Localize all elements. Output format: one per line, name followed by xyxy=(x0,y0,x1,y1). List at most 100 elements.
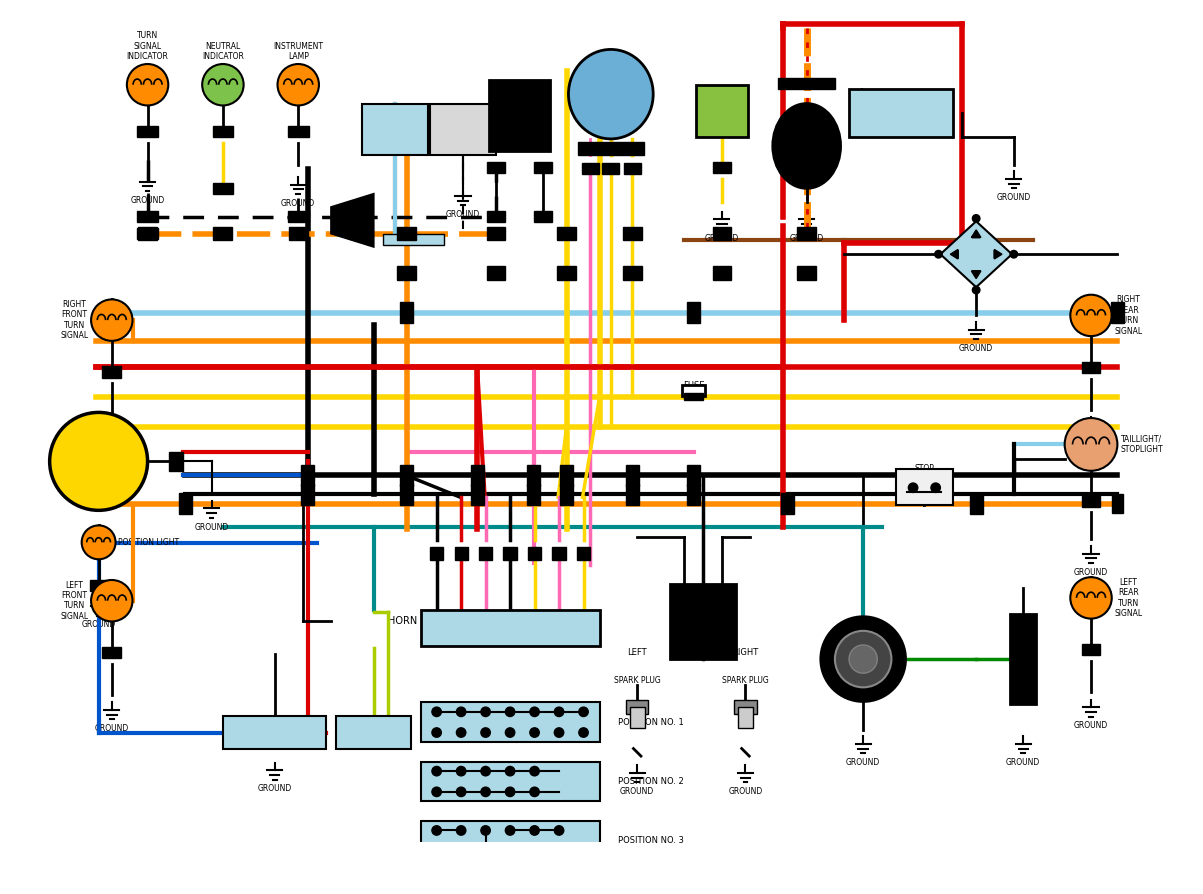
Text: GROUND: GROUND xyxy=(282,198,315,207)
Circle shape xyxy=(505,707,515,716)
Text: ALTERNATOR: ALTERNATOR xyxy=(576,89,646,99)
Bar xyxy=(737,707,753,728)
Text: DIMMER
SWITCH: DIMMER SWITCH xyxy=(259,723,290,742)
Text: GROUND: GROUND xyxy=(705,233,739,242)
Text: HEAD
LIGHT: HEAD LIGHT xyxy=(82,451,115,472)
Text: LEFT
FRONT
TURN
SIGNAL: LEFT FRONT TURN SIGNAL xyxy=(60,580,88,620)
Bar xyxy=(626,465,639,485)
Bar xyxy=(559,465,573,485)
Circle shape xyxy=(529,787,539,797)
Bar xyxy=(1112,303,1124,322)
Text: GROUND: GROUND xyxy=(846,758,881,767)
Bar xyxy=(712,227,731,240)
Bar xyxy=(504,547,516,561)
FancyArrow shape xyxy=(950,249,959,259)
Bar xyxy=(685,392,703,401)
Text: GROUND: GROUND xyxy=(1074,721,1108,730)
Ellipse shape xyxy=(772,104,841,189)
Text: HORN
SWITCH: HORN SWITCH xyxy=(363,723,393,742)
Text: +: + xyxy=(854,85,869,103)
Bar xyxy=(527,484,540,505)
Text: IG: IG xyxy=(482,643,488,648)
Text: BAT: BAT xyxy=(553,643,564,648)
FancyArrow shape xyxy=(972,230,980,238)
Bar xyxy=(687,484,700,505)
Bar xyxy=(455,547,468,561)
Text: GROUND: GROUND xyxy=(728,787,763,797)
Bar xyxy=(1081,644,1101,655)
Circle shape xyxy=(456,707,466,716)
Bar xyxy=(486,211,505,223)
Circle shape xyxy=(481,826,491,835)
Bar xyxy=(687,302,700,323)
Bar xyxy=(557,266,576,280)
Bar xyxy=(179,493,191,514)
Circle shape xyxy=(835,631,891,687)
Circle shape xyxy=(1011,250,1018,258)
Text: GROUND: GROUND xyxy=(789,233,824,242)
Circle shape xyxy=(126,64,168,105)
Text: LEFT: LEFT xyxy=(628,648,647,657)
Circle shape xyxy=(456,847,466,856)
Ellipse shape xyxy=(569,49,653,139)
Bar xyxy=(90,580,107,591)
Circle shape xyxy=(505,847,515,856)
Text: TURN
SIGNAL
RELAY: TURN SIGNAL RELAY xyxy=(505,98,534,128)
Bar xyxy=(712,266,731,280)
Bar xyxy=(581,163,599,174)
Bar xyxy=(399,302,413,323)
Circle shape xyxy=(432,787,442,797)
Bar xyxy=(421,881,599,894)
Text: IGNITION
COIL: IGNITION COIL xyxy=(682,611,724,631)
Circle shape xyxy=(91,580,132,621)
Text: HN: HN xyxy=(457,643,466,648)
Bar xyxy=(486,162,505,173)
Bar xyxy=(527,465,540,485)
Text: INSTRUMENT
LAMP: INSTRUMENT LAMP xyxy=(273,42,324,61)
Bar xyxy=(712,162,731,173)
Circle shape xyxy=(432,826,442,835)
Text: SE: SE xyxy=(580,643,587,648)
Circle shape xyxy=(505,728,515,738)
Text: RELAY: RELAY xyxy=(792,108,822,117)
Text: IGNITION
SWITCH: IGNITION SWITCH xyxy=(451,620,493,638)
Bar xyxy=(1011,614,1037,704)
Bar xyxy=(102,367,122,377)
Bar xyxy=(626,484,639,505)
Circle shape xyxy=(820,617,906,702)
Text: STARTER: STARTER xyxy=(790,132,824,141)
Bar xyxy=(301,484,314,505)
Bar xyxy=(577,547,591,561)
Text: BATTERY: BATTERY xyxy=(869,108,924,118)
Text: GROUND: GROUND xyxy=(95,724,129,733)
Text: TIL: TIL xyxy=(506,643,514,648)
Polygon shape xyxy=(331,194,374,247)
Circle shape xyxy=(972,286,980,294)
Bar xyxy=(421,703,599,742)
Bar xyxy=(486,266,505,280)
Circle shape xyxy=(555,826,564,835)
Circle shape xyxy=(481,766,491,776)
Bar xyxy=(336,715,411,748)
Circle shape xyxy=(49,412,148,510)
Text: SPARK PLUG: SPARK PLUG xyxy=(614,676,660,685)
Circle shape xyxy=(481,707,491,716)
Circle shape xyxy=(529,728,539,738)
Circle shape xyxy=(481,728,491,738)
Text: GROUND: GROUND xyxy=(130,196,165,205)
Circle shape xyxy=(456,826,466,835)
Bar xyxy=(213,182,233,194)
Text: GROUND: GROUND xyxy=(959,343,994,352)
Text: GROUND: GROUND xyxy=(620,787,654,797)
Text: GROUND: GROUND xyxy=(1074,568,1108,577)
Polygon shape xyxy=(941,222,1012,287)
Bar xyxy=(421,610,599,645)
Text: GROUND: GROUND xyxy=(1006,758,1041,767)
Bar xyxy=(798,227,816,240)
Bar xyxy=(397,266,416,280)
Bar xyxy=(490,80,550,151)
Bar xyxy=(397,227,416,240)
Bar xyxy=(137,126,158,138)
Text: NEUTRAL
INDICATOR: NEUTRAL INDICATOR xyxy=(202,42,244,61)
Circle shape xyxy=(481,847,491,856)
